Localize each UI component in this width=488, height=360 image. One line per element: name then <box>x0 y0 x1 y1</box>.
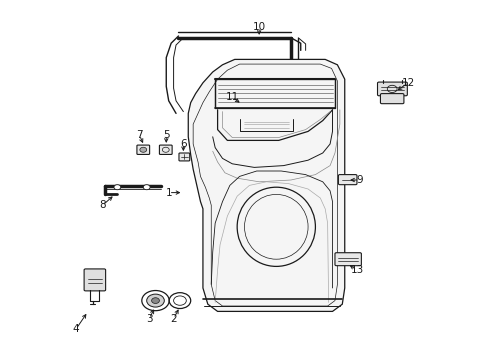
Text: 4: 4 <box>72 324 79 334</box>
Circle shape <box>140 147 146 152</box>
Text: 7: 7 <box>136 130 142 140</box>
Text: 1: 1 <box>165 188 172 198</box>
Text: 11: 11 <box>225 92 239 102</box>
Text: 3: 3 <box>145 314 152 324</box>
Text: 13: 13 <box>349 265 363 275</box>
Text: 5: 5 <box>163 130 169 140</box>
FancyBboxPatch shape <box>380 94 403 104</box>
Text: 6: 6 <box>180 139 186 149</box>
Circle shape <box>114 185 121 190</box>
FancyBboxPatch shape <box>137 145 149 154</box>
FancyBboxPatch shape <box>159 145 172 154</box>
FancyBboxPatch shape <box>377 82 407 96</box>
Text: 9: 9 <box>355 175 362 185</box>
FancyBboxPatch shape <box>84 269 105 291</box>
Polygon shape <box>188 59 344 311</box>
FancyBboxPatch shape <box>338 175 356 185</box>
Text: 2: 2 <box>170 314 177 324</box>
Text: 8: 8 <box>99 200 106 210</box>
FancyBboxPatch shape <box>179 153 189 161</box>
Circle shape <box>143 185 150 190</box>
Text: 10: 10 <box>252 22 265 32</box>
Circle shape <box>151 298 159 303</box>
Circle shape <box>146 294 164 307</box>
Text: 12: 12 <box>401 78 414 88</box>
FancyBboxPatch shape <box>334 253 361 266</box>
